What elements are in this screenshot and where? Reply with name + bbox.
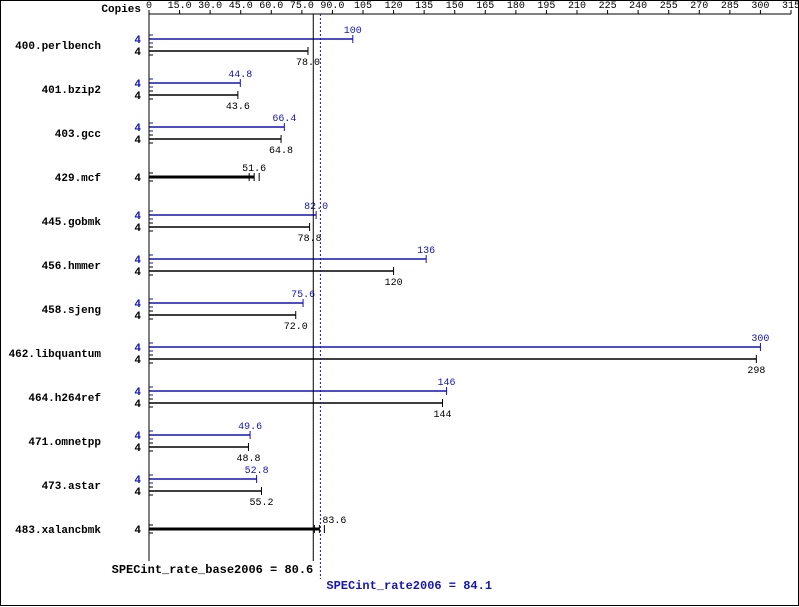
base-value-label: 78.0 xyxy=(296,58,320,69)
base-value-label: 83.6 xyxy=(322,516,346,527)
peak-value-label: 136 xyxy=(417,246,435,257)
benchmark-label: 429.mcf xyxy=(55,173,102,185)
axis-tick-label: 45.0 xyxy=(229,1,253,12)
spec-chart: 0 15.0 30.0 45.0 60.0 75.0 90.0 105 120 135 150 165… xyxy=(0,0,799,606)
axis-tick-label: 60.0 xyxy=(259,1,283,12)
axis-tick-label: 30.0 xyxy=(198,1,222,12)
peak-value-label: 44.8 xyxy=(228,70,252,81)
copies-value-base: 4 xyxy=(134,355,141,367)
copies-value-base: 4 xyxy=(134,525,141,537)
axis-tick-label: 75.0 xyxy=(290,1,314,12)
axis-tick-label: 225 xyxy=(599,1,617,12)
benchmark-label: 456.hmmer xyxy=(42,261,101,273)
benchmark-label: 401.bzip2 xyxy=(42,85,101,97)
peak-value-label: 52.8 xyxy=(245,466,269,477)
benchmark-label: 458.sjeng xyxy=(42,305,101,317)
benchmark-label: 464.h264ref xyxy=(28,393,101,405)
copies-value-peak: 4 xyxy=(134,123,141,135)
benchmark-label: 473.astar xyxy=(42,481,101,493)
axis-tick-label: 255 xyxy=(660,1,678,12)
base-value-label: 55.2 xyxy=(249,498,273,509)
benchmark-label: 400.perlbench xyxy=(15,41,101,53)
base-value-label: 298 xyxy=(747,366,765,377)
axis-tick-label: 210 xyxy=(568,1,586,12)
peak-value-label: 49.6 xyxy=(238,422,262,433)
axis-tick-label: 150 xyxy=(446,1,464,12)
copies-value-base: 4 xyxy=(134,47,141,59)
peak-value-label: 82.0 xyxy=(304,202,328,213)
benchmark-label: 462.libquantum xyxy=(9,349,102,361)
axis-tick-label: 120 xyxy=(385,1,403,12)
axis-tick-label: 135 xyxy=(415,1,433,12)
copies-value-base: 4 xyxy=(134,135,141,147)
copies-value-peak: 4 xyxy=(134,79,141,91)
axis-tick-label: 195 xyxy=(537,1,555,12)
base-value-label: 144 xyxy=(433,410,451,421)
axis-tick-label: 270 xyxy=(690,1,708,12)
copies-value-peak: 4 xyxy=(134,299,141,311)
peak-value-label: 66.4 xyxy=(272,114,296,125)
copies-value-base: 4 xyxy=(134,267,141,279)
base-value-label: 72.0 xyxy=(284,322,308,333)
base-value-label: 48.8 xyxy=(236,454,260,465)
base-value-label: 43.6 xyxy=(226,102,250,113)
footer-base-label: SPECint_rate_base2006 = 80.6 xyxy=(112,563,314,577)
peak-value-label: 146 xyxy=(438,378,456,389)
peak-value-label: 75.6 xyxy=(291,290,315,301)
copies-value-base: 4 xyxy=(134,399,141,411)
benchmark-label: 471.omnetpp xyxy=(28,437,101,449)
axis-tick-label: 315 xyxy=(782,1,799,12)
peak-value-label: 100 xyxy=(344,26,362,37)
benchmark-label: 483.xalancbmk xyxy=(15,525,101,537)
copies-value-peak: 4 xyxy=(134,255,141,267)
copies-value-peak: 4 xyxy=(134,387,141,399)
copies-value-base: 4 xyxy=(134,223,141,235)
footer-peak-label: SPECint_rate2006 = 84.1 xyxy=(326,579,492,593)
axis-tick-label: 165 xyxy=(476,1,494,12)
copies-header: Copies xyxy=(101,4,141,16)
base-value-label: 51.6 xyxy=(242,164,266,175)
copies-value-peak: 4 xyxy=(134,211,141,223)
peak-value-label: 300 xyxy=(751,334,769,345)
axis-tick-label: 15.0 xyxy=(168,1,192,12)
copies-value-peak: 4 xyxy=(134,431,141,443)
copies-value-peak: 4 xyxy=(134,475,141,487)
axis-tick-label: 240 xyxy=(629,1,647,12)
copies-value-peak: 4 xyxy=(134,35,141,47)
base-value-label: 64.8 xyxy=(269,146,293,157)
axis-tick-label: 90.0 xyxy=(320,1,344,12)
axis-tick-label: 300 xyxy=(751,1,769,12)
axis-tick-label: 105 xyxy=(354,1,372,12)
base-value-label: 78.8 xyxy=(298,234,322,245)
axis-tick-label: 285 xyxy=(721,1,739,12)
copies-value-base: 4 xyxy=(134,443,141,455)
axis-tick-label: 0 xyxy=(146,1,152,12)
axis-tick-label: 180 xyxy=(507,1,525,12)
benchmark-label: 445.gobmk xyxy=(42,217,102,229)
copies-value-base: 4 xyxy=(134,91,141,103)
base-value-label: 120 xyxy=(385,278,403,289)
copies-value-base: 4 xyxy=(134,487,141,499)
copies-value-base: 4 xyxy=(134,311,141,323)
copies-value-base: 4 xyxy=(134,173,141,185)
copies-value-peak: 4 xyxy=(134,343,141,355)
benchmark-label: 403.gcc xyxy=(55,129,101,141)
